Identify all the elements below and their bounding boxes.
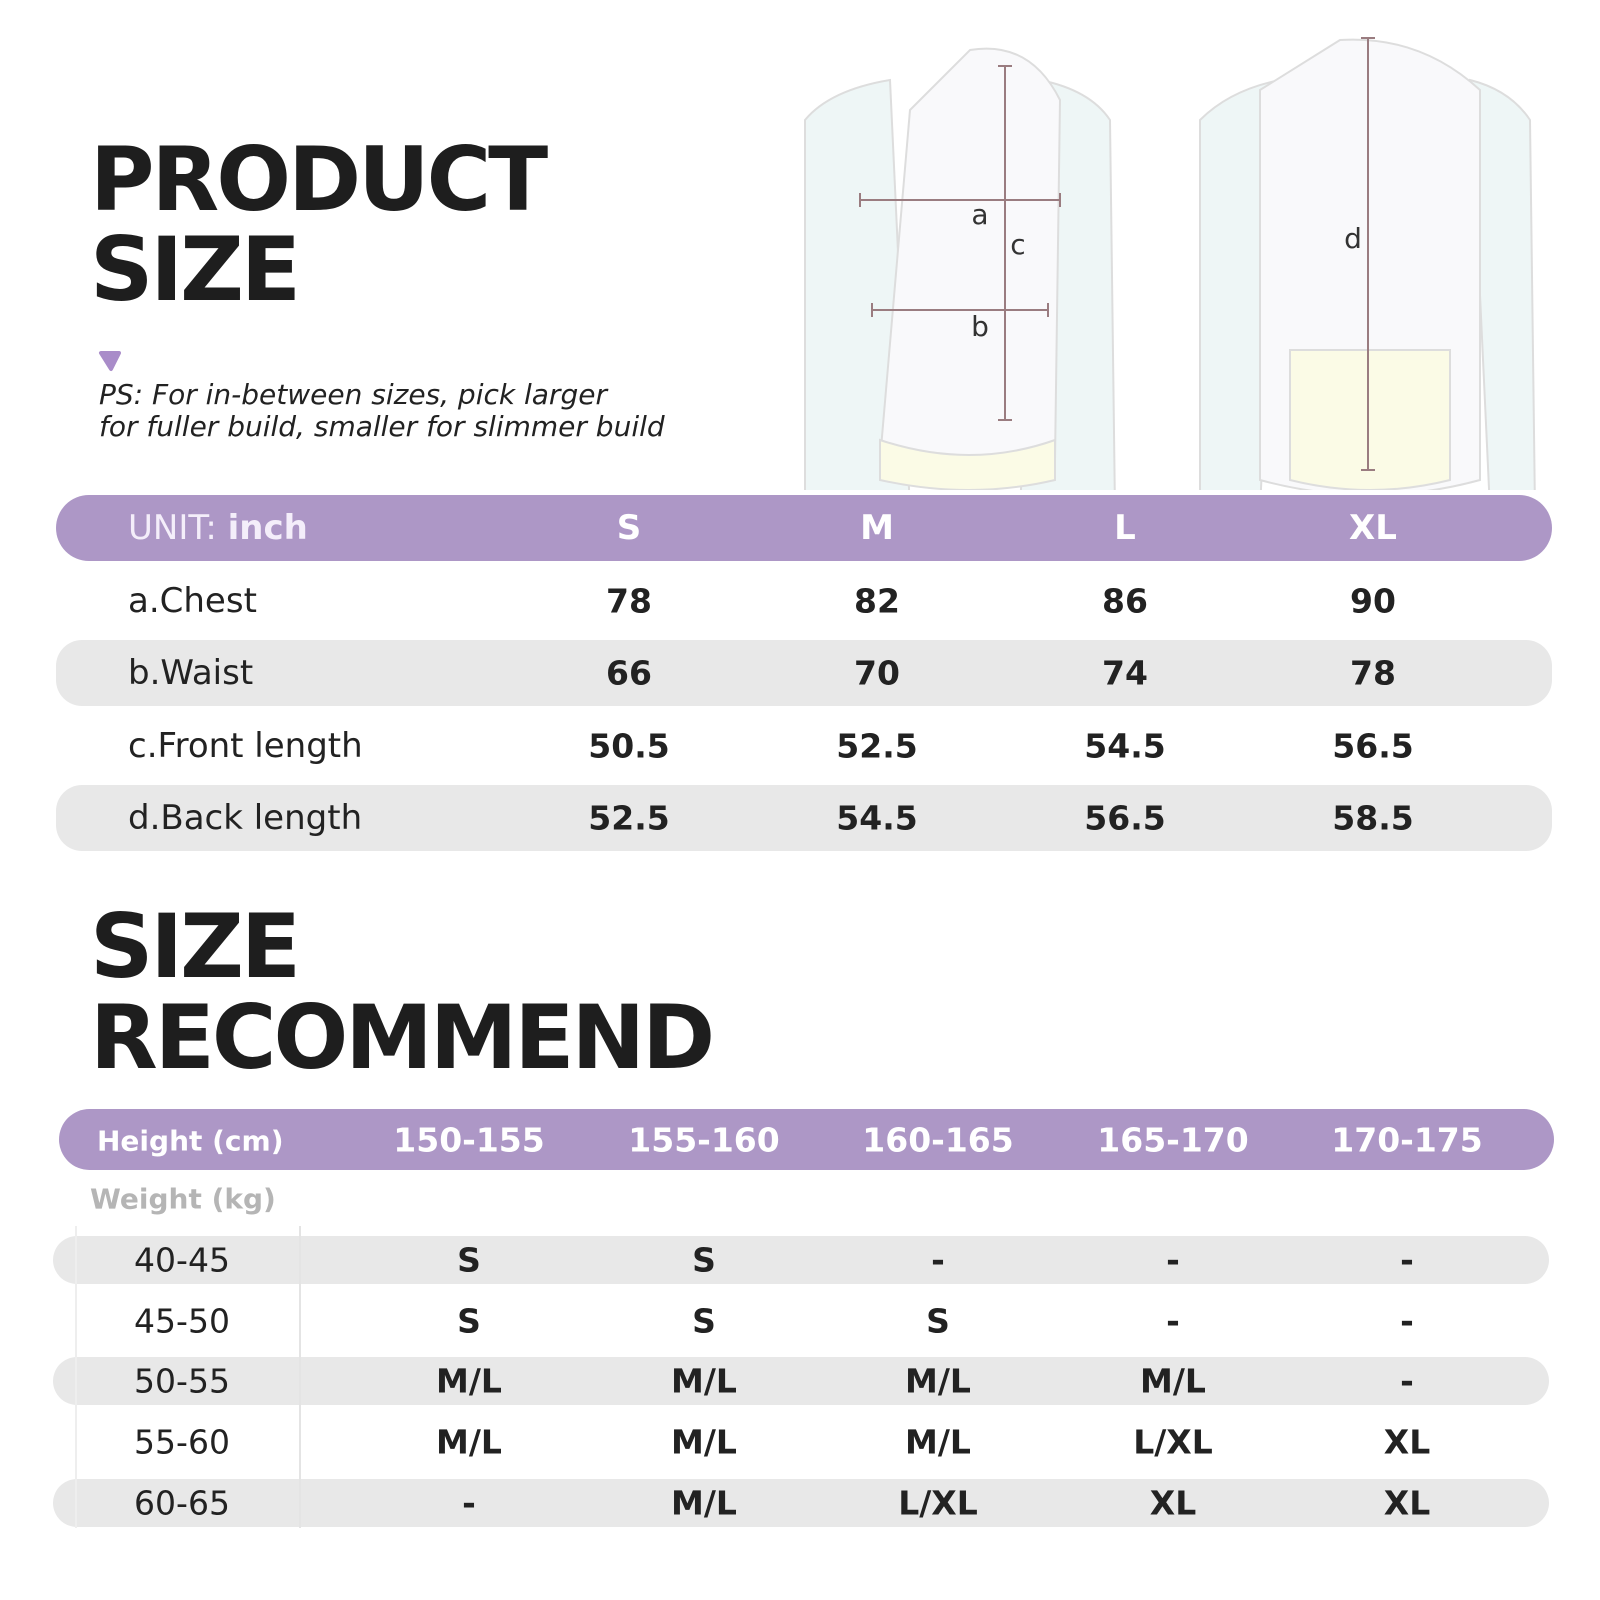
row-band <box>53 1478 1549 1527</box>
section-title-line: SIZE <box>90 895 301 998</box>
column-header: XL <box>1349 508 1397 548</box>
cell-value: 66 <box>606 653 652 693</box>
cell-value: 56.5 <box>1084 798 1166 838</box>
row-label: c.Front length <box>128 725 363 766</box>
column-header: 165-170 <box>1097 1120 1249 1160</box>
cell-value: M/L <box>905 1422 971 1462</box>
row-band <box>56 784 1552 851</box>
column-header: 150-155 <box>393 1120 545 1160</box>
cell-value: - <box>1400 1240 1414 1280</box>
note-line: for fuller build, smaller for slimmer bu… <box>99 410 665 443</box>
header-band <box>56 495 1552 561</box>
row-label: 45-50 <box>134 1301 230 1341</box>
cell-value: - <box>1166 1301 1180 1341</box>
row-label: a.Chest <box>128 581 257 621</box>
column-header: 155-160 <box>628 1120 780 1160</box>
row-label: d.Back length <box>128 797 363 838</box>
cell-value: 56.5 <box>1332 726 1414 766</box>
dimension-label: b <box>971 310 989 343</box>
cell-value: 90 <box>1350 581 1396 621</box>
cell-value: 58.5 <box>1332 798 1414 838</box>
column-header: 170-175 <box>1331 1120 1483 1160</box>
cell-value: 78 <box>1350 653 1396 693</box>
dimension-label: a <box>971 198 988 231</box>
cell-value: - <box>1166 1240 1180 1280</box>
title-line: PRODUCT <box>90 128 548 231</box>
cell-value: 54.5 <box>836 798 918 838</box>
cell-value: - <box>462 1483 476 1523</box>
cell-value: M/L <box>671 1361 737 1401</box>
cell-value: XL <box>1383 1483 1431 1523</box>
section-title-line: RECOMMEND <box>90 986 715 1089</box>
cell-value: 78 <box>606 581 652 621</box>
cell-value: 52.5 <box>836 726 918 766</box>
cell-value: - <box>931 1240 945 1280</box>
row-label: 60-65 <box>134 1483 230 1523</box>
unit-value: inch <box>227 508 308 548</box>
row-label: 40-45 <box>134 1240 230 1280</box>
row-label: 50-55 <box>134 1361 230 1401</box>
cell-value: 82 <box>854 581 900 621</box>
dimension-label: d <box>1344 222 1362 255</box>
cell-value: 74 <box>1102 653 1148 693</box>
cell-value: L/XL <box>1133 1422 1213 1462</box>
row-band <box>56 640 1552 707</box>
column-header: L <box>1114 508 1136 548</box>
row-band <box>53 1357 1549 1406</box>
header-band <box>59 1109 1554 1170</box>
cell-value: M/L <box>671 1422 737 1462</box>
cell-value: S <box>457 1301 481 1341</box>
cell-value: M/L <box>436 1422 502 1462</box>
column-header: M <box>860 508 894 548</box>
cell-value: M/L <box>436 1361 502 1401</box>
cell-value: S <box>926 1301 950 1341</box>
cell-value: 50.5 <box>588 726 670 766</box>
unit-label: UNIT: inch <box>128 508 308 548</box>
cell-value: 70 <box>854 653 900 693</box>
dimension-label: c <box>1010 228 1025 261</box>
divider <box>299 1226 301 1528</box>
unit-label-text: UNIT: <box>128 508 217 548</box>
cell-value: M/L <box>671 1483 737 1523</box>
divider <box>75 1226 77 1528</box>
cell-value: S <box>692 1240 716 1280</box>
col-header: Weight (kg) <box>90 1182 276 1216</box>
row-header: Height (cm) <box>97 1124 284 1158</box>
cell-value: XL <box>1383 1422 1431 1462</box>
cell-value: - <box>1400 1301 1414 1341</box>
row-band <box>53 1236 1549 1284</box>
row-label: b.Waist <box>128 653 254 694</box>
cell-value: XL <box>1149 1483 1197 1523</box>
cell-value: - <box>1400 1361 1414 1401</box>
cell-value: 86 <box>1102 581 1148 621</box>
cell-value: 52.5 <box>588 798 670 838</box>
cell-value: L/XL <box>898 1483 978 1523</box>
note-line: PS: For in-between sizes, pick larger <box>99 378 607 411</box>
cell-value: M/L <box>905 1361 971 1401</box>
cell-value: M/L <box>1140 1361 1206 1401</box>
row-label: 55-60 <box>134 1422 230 1462</box>
jersey-diagram: a b c d <box>804 37 1536 490</box>
title-line: SIZE <box>90 218 301 321</box>
column-header: 160-165 <box>862 1120 1014 1160</box>
note-icon <box>99 351 121 371</box>
cell-value: S <box>692 1301 716 1341</box>
cell-value: 54.5 <box>1084 726 1166 766</box>
cell-value: S <box>457 1240 481 1280</box>
column-header: S <box>616 508 642 548</box>
